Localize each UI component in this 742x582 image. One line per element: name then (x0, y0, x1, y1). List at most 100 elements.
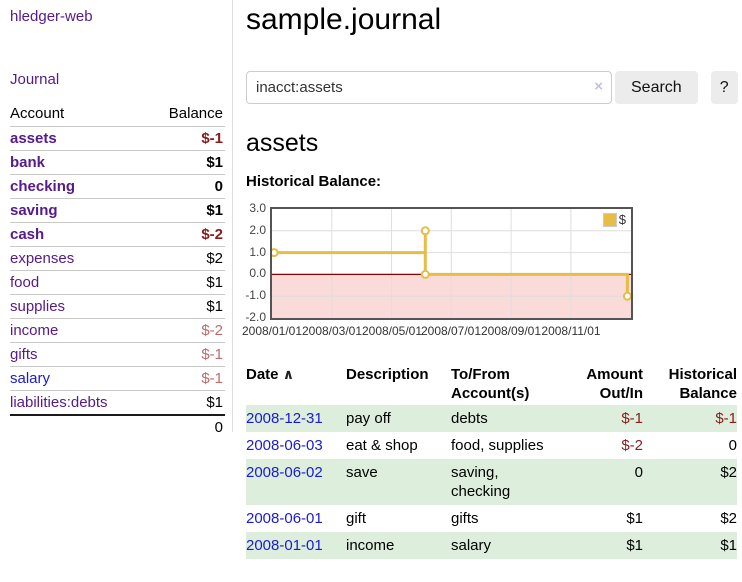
account-row: cash $-2 (10, 222, 225, 247)
account-balance: $1 (146, 390, 225, 415)
accounts-total-row: 0 (10, 414, 225, 439)
account-link-checking[interactable]: checking (10, 178, 76, 195)
account-balance: $1 (146, 270, 225, 295)
txn-description: save (346, 464, 378, 481)
search-form: × Search ? (246, 71, 738, 104)
register-header-accounts: To/From Account(s) (451, 366, 530, 402)
account-balance: $1 (146, 198, 225, 223)
register-header-amount: Amount Out/In (586, 366, 643, 402)
account-heading: assets (246, 129, 319, 157)
y-tick: 2.0 (249, 223, 266, 237)
register-table: Date ∧ Description To/From Account(s) Am… (246, 363, 737, 559)
clear-search-icon[interactable]: × (594, 78, 603, 95)
y-tick: -1.0 (245, 288, 266, 302)
x-tick: 2008/07/01 (420, 324, 482, 338)
account-row: gifts $-1 (10, 342, 225, 367)
page-title: sample.journal (246, 3, 442, 36)
app-title: hledger-web (10, 8, 232, 25)
sidebar-nav: Journal (10, 71, 232, 88)
account-link-gifts[interactable]: gifts (10, 346, 38, 363)
register-row: 2008-06-02 save saving, checking 0 $2 (246, 459, 737, 505)
txn-description: eat & shop (346, 437, 418, 454)
txn-date-link[interactable]: 2008-06-03 (246, 437, 323, 454)
account-balance: $-2 (146, 222, 225, 247)
accounts-header-account: Account (10, 105, 65, 122)
register-header-date[interactable]: Date ∧ (246, 366, 295, 383)
account-link-bank[interactable]: bank (10, 154, 46, 171)
account-link-liabilities-debts[interactable]: liabilities:debts (10, 394, 108, 411)
txn-date-link[interactable]: 2008-12-31 (246, 410, 323, 427)
account-link-assets[interactable]: assets (10, 130, 57, 147)
account-balance: $-1 (146, 342, 225, 367)
account-balance: $2 (146, 246, 225, 271)
account-link-saving[interactable]: saving (10, 202, 58, 219)
txn-accounts: saving, checking (451, 464, 511, 500)
accounts-table: Account Balance assets $-1 bank $1 check… (10, 102, 225, 439)
y-tick: 1.0 (249, 245, 266, 259)
txn-description: income (346, 537, 395, 554)
app-title-link[interactable]: hledger-web (10, 8, 93, 25)
y-tick: 0.0 (249, 266, 266, 280)
account-row: checking 0 (10, 174, 225, 199)
x-tick: 2008/09/01 (480, 324, 542, 338)
account-link-income[interactable]: income (10, 322, 59, 339)
txn-description: gift (346, 510, 367, 527)
account-row: salary $-1 (10, 366, 225, 391)
register-header-balance: Historical Balance (668, 366, 737, 402)
txn-balance: 0 (728, 437, 737, 454)
x-tick: 2008/01/01 (241, 324, 303, 338)
chart-canvas (272, 209, 631, 318)
txn-accounts: gifts (451, 510, 479, 527)
legend-swatch-icon (602, 212, 617, 227)
account-link-supplies[interactable]: supplies (10, 298, 66, 315)
x-tick: 2008/05/01 (361, 324, 423, 338)
txn-balance: $2 (720, 464, 737, 481)
account-balance: $-1 (146, 126, 225, 151)
txn-amount: $1 (626, 510, 643, 527)
help-button[interactable]: ? (710, 71, 738, 104)
register-row: 2008-06-03 eat & shop food, supplies $-2… (246, 432, 737, 459)
txn-balance: $1 (720, 537, 737, 554)
account-row: saving $1 (10, 198, 225, 223)
txn-accounts: food, supplies (451, 437, 544, 454)
account-link-salary[interactable]: salary (10, 370, 51, 387)
txn-date-link[interactable]: 2008-01-01 (246, 537, 323, 554)
main-content: sample.journal × Search ? assets Histori… (242, 0, 738, 559)
account-row: liabilities:debts $1 (10, 390, 225, 415)
account-row: expenses $2 (10, 246, 225, 271)
txn-amount: $1 (626, 537, 643, 554)
sidebar: hledger-web Journal Account Balance asse… (0, 0, 233, 439)
account-row: supplies $1 (10, 294, 225, 319)
chart-legend: $ (602, 212, 626, 227)
account-link-food[interactable]: food (10, 274, 40, 291)
accounts-header-balance: Balance (168, 105, 223, 122)
txn-amount: $-1 (621, 410, 643, 427)
register-row: 2008-12-31 pay off debts $-1 $-1 (246, 405, 737, 432)
txn-accounts: salary (451, 537, 492, 554)
accounts-header-row: Account Balance (10, 102, 225, 127)
txn-amount: 0 (634, 464, 643, 481)
account-link-cash[interactable]: cash (10, 226, 45, 243)
account-balance: $1 (146, 150, 225, 175)
account-balance: $-1 (146, 366, 225, 391)
x-tick: 2008/11/01 (541, 324, 601, 338)
search-button[interactable]: Search (615, 71, 698, 104)
txn-date-link[interactable]: 2008-06-02 (246, 464, 323, 481)
register-header-description: Description (346, 366, 429, 383)
y-tick: -2.0 (245, 310, 266, 324)
txn-date-link[interactable]: 2008-06-01 (246, 510, 323, 527)
legend-label: $ (618, 212, 626, 227)
chart-plot-area[interactable]: $ (270, 207, 633, 320)
account-row: income $-2 (10, 318, 225, 343)
txn-description: pay off (346, 410, 391, 427)
account-balance: 0 (146, 174, 225, 199)
search-input[interactable] (246, 71, 612, 104)
txn-balance: $-1 (715, 410, 737, 427)
y-tick: 3.0 (249, 201, 266, 215)
register-row: 2008-06-01 gift gifts $1 $2 (246, 505, 737, 532)
account-row: assets $-1 (10, 126, 225, 151)
account-balance: $-2 (146, 318, 225, 343)
search-input-wrap: × (246, 71, 612, 104)
account-link-expenses[interactable]: expenses (10, 250, 75, 267)
sidebar-item-journal[interactable]: Journal (10, 71, 60, 88)
